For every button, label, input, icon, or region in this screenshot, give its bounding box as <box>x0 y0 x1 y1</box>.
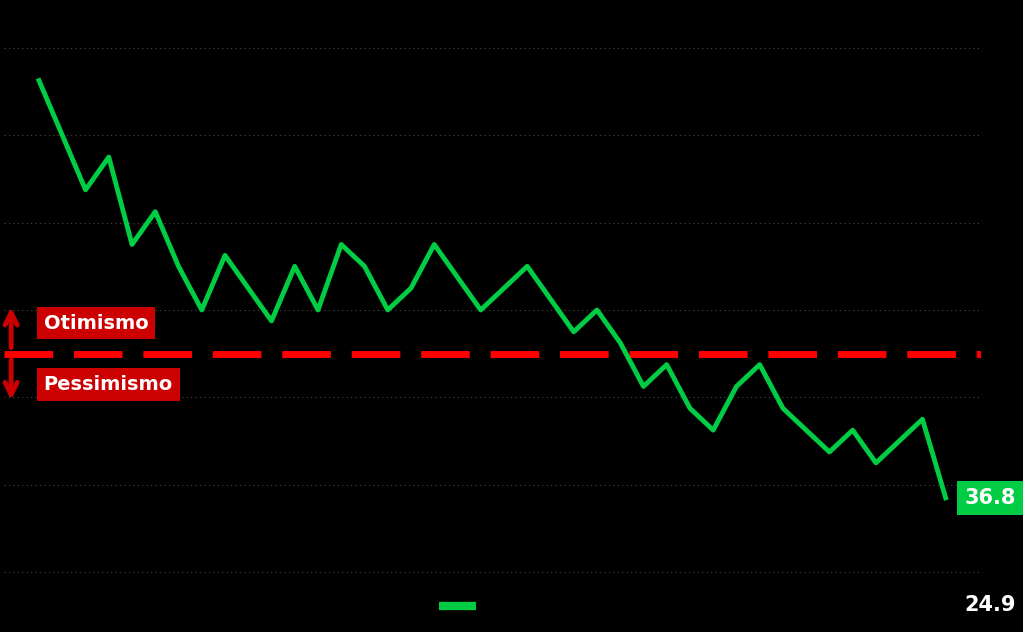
Text: 36.8: 36.8 <box>965 488 1016 508</box>
Text: Otimismo: Otimismo <box>44 313 148 332</box>
Text: Pessimismo: Pessimismo <box>44 375 173 394</box>
Text: 24.9: 24.9 <box>965 595 1016 615</box>
